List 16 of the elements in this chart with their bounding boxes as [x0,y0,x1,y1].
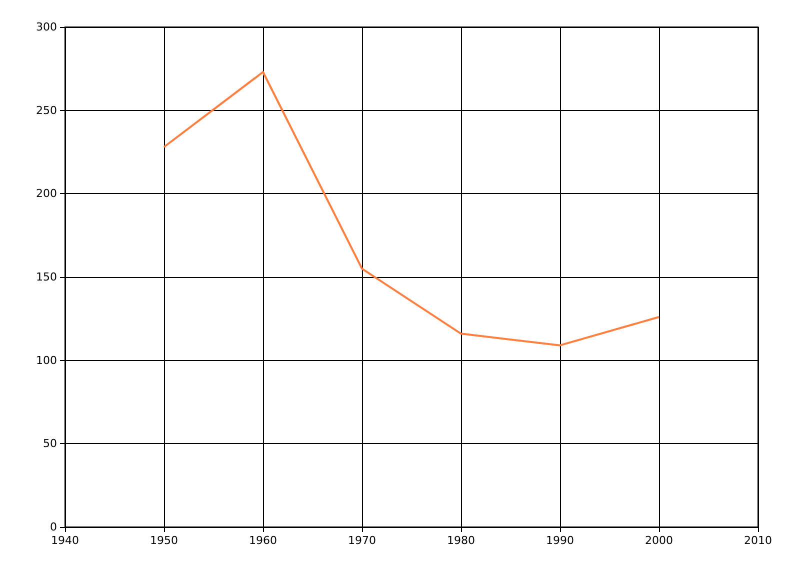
line-series [163,71,660,346]
y-tick-label: 100 [36,354,57,367]
x-tick-label: 1980 [447,534,475,547]
y-tick-label: 150 [36,270,57,284]
y-tick-label: 50 [43,437,57,450]
x-tick-label: 2000 [645,534,673,547]
y-tick-label: 250 [36,104,57,117]
x-tick-label: 1960 [249,534,277,547]
x-tick-label: 2010 [744,534,772,547]
y-tick-label: 0 [50,520,57,534]
y-tick-label: 300 [36,20,57,34]
y-tick-label: 200 [36,187,57,200]
x-tick-label: 1940 [51,534,79,547]
x-tick-label: 1950 [150,534,178,547]
x-tick-label: 1970 [348,534,376,547]
x-tick-label: 1990 [546,534,574,547]
